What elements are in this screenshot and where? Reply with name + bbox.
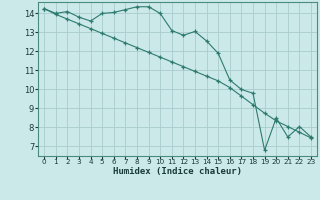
X-axis label: Humidex (Indice chaleur): Humidex (Indice chaleur) bbox=[113, 167, 242, 176]
